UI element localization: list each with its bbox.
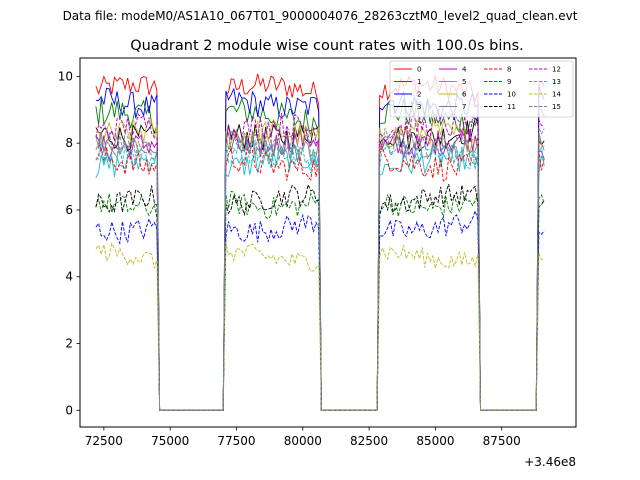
y-tick-label: 8	[65, 136, 73, 150]
legend-label-4: 4	[462, 66, 467, 74]
y-tick-label: 10	[58, 69, 73, 83]
legend-label-15: 15	[552, 103, 561, 111]
legend-label-1: 1	[417, 78, 421, 86]
x-tick-label: 82500	[350, 434, 388, 448]
plot-area: 72500 75000 77500 80000 82500 85000 87500 0 2 4 6…	[58, 57, 577, 469]
legend-label-2: 2	[417, 91, 421, 99]
legend-label-11: 11	[507, 103, 516, 111]
legend-label-3: 3	[417, 103, 421, 111]
x-axis: 72500 75000 77500 80000 82500 85000 87500	[85, 427, 521, 448]
legend-label-12: 12	[552, 66, 561, 74]
legend-label-6: 6	[462, 91, 467, 99]
x-offset-label: +3.46e8	[524, 455, 576, 469]
series-line-14	[95, 241, 545, 411]
x-tick-label: 75000	[151, 434, 189, 448]
y-tick-label: 0	[65, 403, 73, 417]
legend-label-13: 13	[552, 78, 561, 86]
y-axis: 0 2 4 6 8 10	[58, 69, 80, 417]
series-layer	[95, 73, 545, 411]
suptitle: Data file: modeM0/AS1A10_067T01_90000040…	[63, 9, 578, 23]
series-line-15	[95, 127, 545, 411]
x-tick-label: 77500	[217, 434, 255, 448]
legend-box	[389, 60, 574, 118]
x-tick-label: 85000	[416, 434, 454, 448]
x-tick-label: 80000	[284, 434, 322, 448]
x-tick-label: 87500	[483, 434, 521, 448]
legend-label-8: 8	[507, 66, 511, 74]
legend-label-7: 7	[462, 103, 466, 111]
chart-title: Quadrant 2 module wise count rates with …	[130, 38, 524, 54]
axes-frame	[79, 57, 577, 428]
legend-label-14: 14	[552, 91, 561, 99]
legend-label-0: 0	[417, 66, 421, 74]
legend-label-10: 10	[507, 91, 516, 99]
legend-label-9: 9	[507, 78, 511, 86]
y-tick-label: 6	[65, 203, 73, 217]
y-tick-label: 4	[65, 270, 73, 284]
x-tick-label: 72500	[85, 434, 123, 448]
y-tick-label: 2	[65, 337, 73, 351]
legend-label-5: 5	[462, 78, 466, 86]
